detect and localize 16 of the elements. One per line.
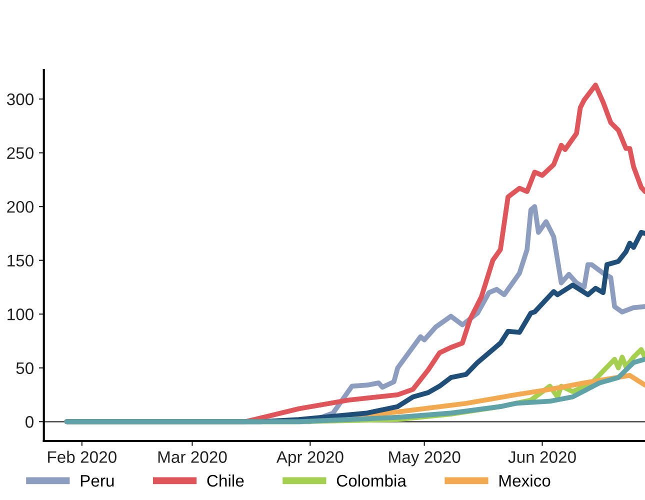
y-tick-label: 200 <box>7 200 34 213</box>
y-tick-label: 250 <box>7 147 34 160</box>
x-tick-label: Feb 2020 <box>48 450 116 463</box>
legend-label: Chile <box>207 474 244 487</box>
y-tick-label: 0 <box>26 416 34 428</box>
y-tick-label: 50 <box>16 362 34 374</box>
y-tick-label: 300 <box>6 93 34 106</box>
x-tick-label: May 2020 <box>389 451 460 466</box>
y-tick-label: 100 <box>8 308 34 320</box>
x-tick-label: Jun 2020 <box>508 451 576 463</box>
x-tick-label: Apr 2020 <box>276 451 344 466</box>
legend-label: Mexico <box>500 474 550 487</box>
legend-label: Colombia <box>336 474 406 487</box>
x-tick-label: Mar 2020 <box>158 451 227 463</box>
y-tick-label: 150 <box>8 254 34 267</box>
legend-label: Peru <box>80 475 114 487</box>
